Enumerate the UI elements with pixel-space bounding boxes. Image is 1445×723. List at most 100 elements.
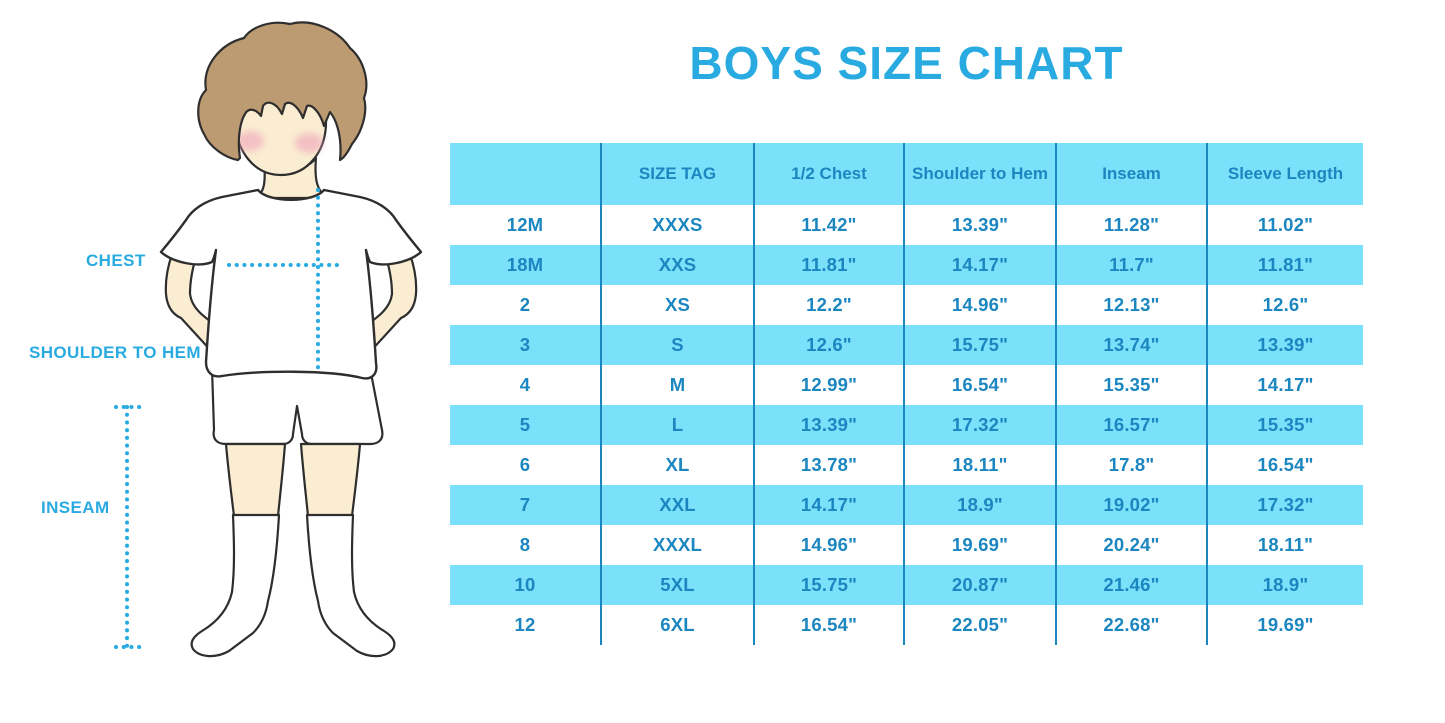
boy-hair	[197, 21, 368, 162]
value-cell: 20.87"	[905, 565, 1057, 605]
boy-sock-left	[190, 513, 281, 658]
size-cell: 3	[450, 325, 602, 365]
boy-measurement-illustration	[114, 21, 423, 658]
value-cell: 15.35"	[1257, 414, 1314, 435]
value-cell: 19.69"	[1257, 614, 1314, 635]
value-cell: M	[602, 365, 755, 405]
table-row: 12M XXXS 11.42" 13.39" 11.28" 11.02"	[450, 205, 1363, 245]
column-header: Shoulder to Hem	[905, 143, 1057, 205]
table-row: 2 XS 12.2" 14.96" 12.13" 12.6"	[450, 285, 1363, 325]
size-cell: 8	[450, 525, 602, 565]
value-cell: 6XL	[602, 605, 755, 645]
table-row: 7 XXL 14.17" 18.9" 19.02" 17.32"	[450, 485, 1363, 525]
value-cell: 15.35"	[1057, 365, 1208, 405]
value-cell: 17.32"	[905, 405, 1057, 445]
size-cell: 10	[450, 565, 602, 605]
table-header-row: SIZE TAG 1/2 Chest Shoulder to Hem Inseam Sl…	[450, 143, 1363, 205]
value-cell: XXL	[602, 485, 755, 525]
value-cell: 17.32"	[1257, 494, 1314, 515]
value-cell: 13.39"	[905, 205, 1057, 245]
value-cell: 19.02"	[1057, 485, 1208, 525]
value-cell: XL	[602, 445, 755, 485]
boy-leg-left	[224, 442, 287, 518]
chest-label: CHEST	[86, 251, 146, 270]
value-cell: 17.8"	[1057, 445, 1208, 485]
value-cell: XXXL	[602, 525, 755, 565]
column-header: 1/2 Chest	[755, 143, 905, 205]
table-body: 12M XXXS 11.42" 13.39" 11.28" 11.02" 18M XXS 11.…	[450, 205, 1363, 645]
value-cell: 14.17"	[755, 485, 905, 525]
value-cell: L	[602, 405, 755, 445]
column-header: Sleeve Length	[1227, 164, 1344, 184]
table-row: 12 6XL 16.54" 22.05" 22.68" 19.69"	[450, 605, 1363, 645]
value-cell: 12.13"	[1057, 285, 1208, 325]
value-cell: 20.24"	[1057, 525, 1208, 565]
value-cell: 14.96"	[905, 285, 1057, 325]
size-cell: 12M	[450, 205, 602, 245]
value-cell: 18.9"	[1262, 574, 1309, 595]
value-cell: S	[602, 325, 755, 365]
value-cell: 12.6"	[1262, 294, 1309, 315]
table-row: 10 5XL 15.75" 20.87" 21.46" 18.9"	[450, 565, 1363, 605]
value-cell: 22.68"	[1057, 605, 1208, 645]
boy-sock-right	[305, 513, 396, 658]
value-cell: XXS	[602, 245, 755, 285]
value-cell: 11.42"	[755, 205, 905, 245]
boy-shirt	[159, 188, 423, 380]
table-row: 8 XXXL 14.96" 19.69" 20.24" 18.11"	[450, 525, 1363, 565]
value-cell: 13.39"	[1257, 334, 1314, 355]
value-cell: 14.17"	[905, 245, 1057, 285]
size-cell: 5	[450, 405, 602, 445]
value-cell: XS	[602, 285, 755, 325]
size-cell: 4	[450, 365, 602, 405]
boy-leg-right	[299, 442, 362, 518]
value-cell: 16.54"	[755, 605, 905, 645]
value-cell: 16.54"	[905, 365, 1057, 405]
value-cell: 16.54"	[1257, 454, 1314, 475]
value-cell: 18.9"	[905, 485, 1057, 525]
value-cell: 18.11"	[905, 445, 1057, 485]
value-cell: 15.75"	[905, 325, 1057, 365]
table-row: 6 XL 13.78" 18.11" 17.8" 16.54"	[450, 445, 1363, 485]
table-row: 5 L 13.39" 17.32" 16.57" 15.35"	[450, 405, 1363, 445]
value-cell: 12.2"	[755, 285, 905, 325]
table-row: 3 S 12.6" 15.75" 13.74" 13.39"	[450, 325, 1363, 365]
value-cell: XXXS	[602, 205, 755, 245]
size-cell: 18M	[450, 245, 602, 285]
column-header	[450, 143, 602, 205]
value-cell: 11.28"	[1057, 205, 1208, 245]
boy-blush-right	[295, 133, 323, 153]
inseam-label: INSEAM	[41, 498, 110, 517]
size-cell: 12	[450, 605, 602, 645]
value-cell: 11.7"	[1057, 245, 1208, 285]
value-cell: 16.57"	[1057, 405, 1208, 445]
value-cell: 11.81"	[755, 245, 905, 285]
size-cell: 2	[450, 285, 602, 325]
value-cell: 21.46"	[1057, 565, 1208, 605]
column-header: Inseam	[1057, 143, 1208, 205]
table-row: 4 M 12.99" 16.54" 15.35" 14.17"	[450, 365, 1363, 405]
value-cell: 15.75"	[755, 565, 905, 605]
page-title: BOYS SIZE CHART	[689, 37, 1124, 89]
value-cell: 5XL	[602, 565, 755, 605]
shoulder-to-hem-label: SHOULDER TO HEM	[29, 343, 201, 362]
value-cell: 13.74"	[1057, 325, 1208, 365]
boy-blush-left	[236, 131, 264, 151]
value-cell: 14.17"	[1257, 374, 1314, 395]
size-cell: 7	[450, 485, 602, 525]
value-cell: 12.6"	[755, 325, 905, 365]
value-cell: 14.96"	[755, 525, 905, 565]
value-cell: 13.78"	[755, 445, 905, 485]
value-cell: 18.11"	[1257, 534, 1314, 555]
value-cell: 11.02"	[1257, 214, 1314, 235]
column-header: SIZE TAG	[602, 143, 755, 205]
value-cell: 12.99"	[755, 365, 905, 405]
size-table: SIZE TAG 1/2 Chest Shoulder to Hem Inseam Sl…	[450, 143, 1363, 645]
value-cell: 13.39"	[755, 405, 905, 445]
value-cell: 11.81"	[1257, 254, 1314, 275]
table-row: 18M XXS 11.81" 14.17" 11.7" 11.81"	[450, 245, 1363, 285]
value-cell: 19.69"	[905, 525, 1057, 565]
size-cell: 6	[450, 445, 602, 485]
value-cell: 22.05"	[905, 605, 1057, 645]
